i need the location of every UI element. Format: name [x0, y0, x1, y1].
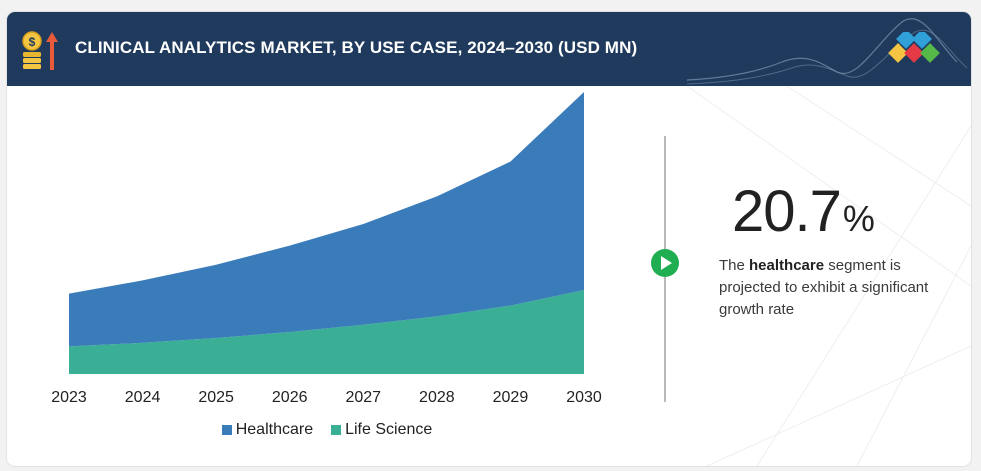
x-tick-label: 2030: [566, 389, 602, 406]
kpi-value: 20.7: [732, 179, 842, 244]
background-line-decoration: [686, 86, 971, 466]
coins-growth-icon: $: [22, 31, 58, 70]
svg-text:$: $: [29, 35, 36, 49]
header-bar: $ CLINICAL ANALYTICS MARKET, BY USE CASE…: [7, 12, 971, 86]
callout-text-after: segment is projected to exhibit a signif…: [719, 257, 929, 318]
legend-label-life-science: Life Science: [345, 421, 433, 438]
area-healthcare: [69, 92, 584, 347]
callout-text-bold: healthcare: [749, 257, 825, 274]
header-wave-decoration: [687, 18, 968, 85]
diamond-logo-icon: [888, 32, 940, 63]
x-tick-label: 2027: [345, 389, 381, 406]
x-tick-label: 2023: [51, 389, 87, 406]
legend-swatch-life-science: [331, 425, 342, 435]
legend-swatch-healthcare: [221, 425, 232, 435]
legend-label-healthcare: Healthcare: [235, 421, 314, 438]
callout-description: The healthcare segment is projected to e…: [719, 255, 939, 321]
play-arrow-icon: [651, 249, 679, 277]
chart-legend: Healthcare Life Science: [7, 421, 647, 439]
x-tick-label: 2025: [198, 389, 234, 406]
area-life-science: [69, 290, 584, 374]
page-title: CLINICAL ANALYTICS MARKET, BY USE CASE, …: [75, 38, 638, 57]
callout-text-before: The: [719, 257, 750, 274]
x-tick-label: 2029: [493, 389, 529, 406]
x-tick-label: 2024: [125, 389, 161, 406]
kpi-unit: %: [842, 198, 875, 239]
legend-item-life-science: Life Science: [331, 421, 432, 439]
legend-item-healthcare: Healthcare: [221, 421, 314, 439]
area-chart: 2023 2024 2025 2026 2027 2028 2029 2030: [51, 92, 602, 406]
x-tick-label: 2028: [419, 389, 455, 406]
x-tick-label: 2026: [272, 389, 308, 406]
infographic-card: $ CLINICAL ANALYTICS MARKET, BY USE CASE…: [7, 12, 971, 466]
kpi-callout: 20.7%: [732, 178, 875, 245]
